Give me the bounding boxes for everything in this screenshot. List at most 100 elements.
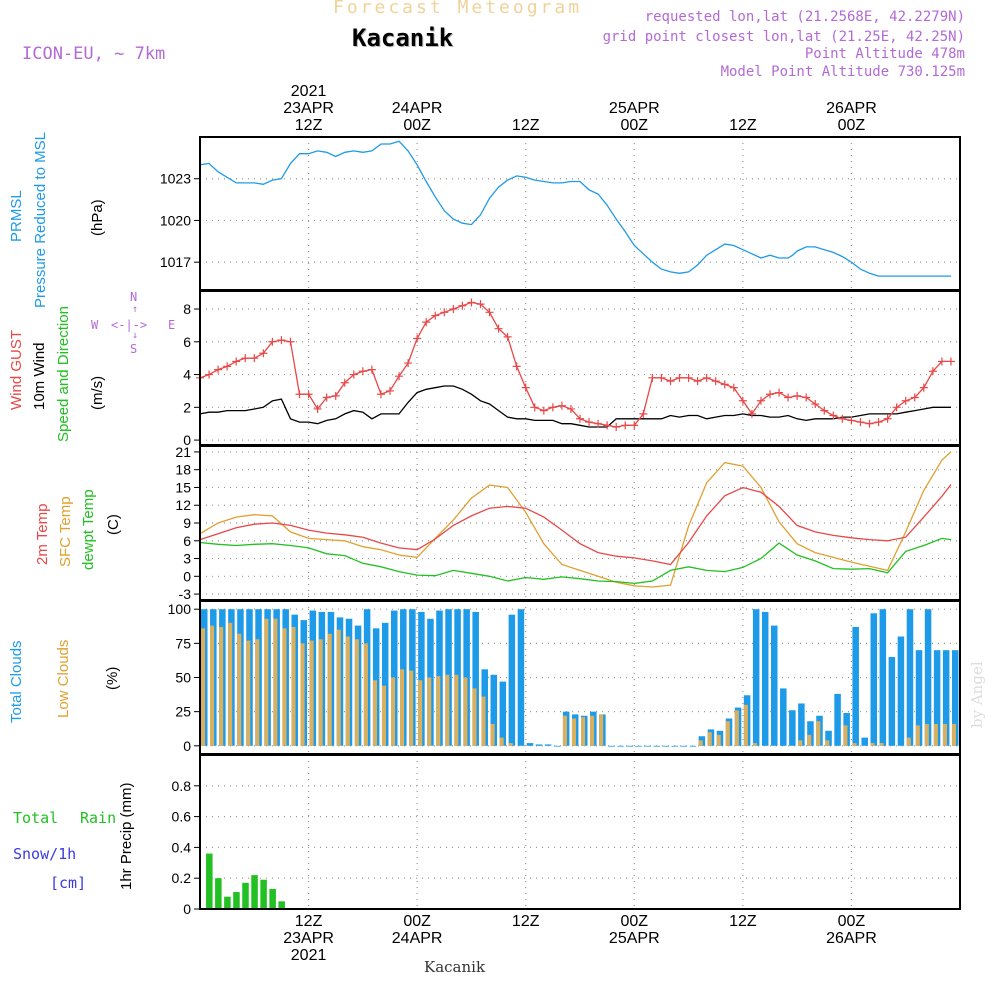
low-cloud-bar — [472, 688, 477, 746]
total-cloud-bar — [517, 609, 525, 746]
y-tick-label: 12 — [175, 497, 191, 513]
low-cloud-bar — [345, 636, 350, 746]
gust-marker — [458, 301, 467, 310]
gust-marker — [286, 337, 295, 346]
gust-marker — [621, 421, 630, 430]
y-tick-label: 25 — [175, 704, 191, 720]
compass-west: W — [91, 318, 99, 332]
total-cloud-bar — [807, 721, 814, 746]
total-cloud-bar — [879, 609, 887, 746]
y-tick-label: 0.6 — [172, 809, 192, 825]
gust-marker — [720, 380, 729, 389]
compass-south: S — [130, 342, 138, 356]
y-tick-label: 3 — [183, 551, 191, 567]
low-cloud-bar — [228, 622, 233, 746]
total-cloud-bar — [671, 745, 678, 747]
low-cloud-bar — [381, 685, 387, 746]
low-cloud-bar — [490, 723, 495, 746]
low-clouds-label: Low Clouds — [55, 639, 72, 718]
gust-marker — [241, 354, 250, 363]
total-cloud-bar — [644, 745, 651, 747]
total-cloud-bar — [653, 745, 660, 747]
total-cloud-bar — [499, 681, 507, 746]
gust-marker — [539, 406, 548, 415]
gust-marker — [503, 332, 512, 341]
low-cloud-bar — [870, 743, 875, 746]
low-cloud-bar — [924, 723, 929, 746]
low-cloud-bar — [499, 737, 504, 746]
gust-marker — [892, 403, 901, 412]
gust-marker — [729, 383, 738, 392]
y-tick-label: 21 — [175, 444, 191, 460]
gust-marker — [630, 421, 639, 430]
low-cloud-bar — [581, 717, 586, 746]
y-tick-label: 1023 — [160, 171, 191, 187]
low-cloud-bar — [372, 680, 377, 746]
legend-snow: Snow/1h — [13, 845, 77, 863]
axis-tick-labels: 10171020102302468-3036912151821025507510… — [160, 83, 877, 964]
low-cloud-bar — [418, 680, 423, 746]
total-cloud-bar — [933, 650, 941, 746]
location-title: Kacanik — [352, 24, 454, 52]
bottom-time-label: 25APR — [609, 930, 660, 947]
total-cloud-bar — [662, 745, 669, 747]
y-tick-label: 6 — [183, 334, 191, 350]
low-cloud-bar — [734, 710, 739, 746]
bottom-time-label: 2021 — [291, 947, 327, 964]
total-cloud-bar — [852, 626, 859, 746]
bottom-time-label: 00Z — [403, 913, 431, 930]
top-time-label: 12Z — [295, 117, 323, 134]
low-cloud-bar — [282, 628, 287, 746]
rain-bar — [251, 875, 258, 909]
bottom-time-label: 24APR — [392, 930, 443, 947]
gust-marker — [919, 383, 928, 392]
gust-marker — [376, 390, 385, 399]
gust-marker — [883, 414, 892, 423]
total-cloud-bar — [626, 745, 633, 747]
bottom-time-label: 12Z — [729, 913, 757, 930]
low-cloud-bar — [915, 725, 920, 746]
gust-marker — [702, 373, 711, 382]
bottom-time-label: 23APR — [283, 930, 334, 947]
gust-marker — [928, 367, 937, 376]
gust-marker — [603, 421, 612, 430]
low-cloud-bar — [716, 734, 721, 746]
low-cloud-bar — [210, 625, 215, 746]
bottom-time-label: 00Z — [838, 913, 866, 930]
wind-gust-label: Wind GUST — [8, 329, 25, 410]
low-cloud-bar — [463, 677, 468, 746]
low-cloud-bar — [300, 643, 305, 746]
total-cloud-bar — [915, 650, 923, 746]
total-cloud-bar — [951, 650, 959, 746]
gust-marker — [449, 305, 458, 314]
low-cloud-bar — [336, 629, 341, 746]
compass-north: N — [130, 290, 138, 304]
total-cloud-bar — [472, 611, 479, 746]
total-cloud-bar — [617, 745, 624, 747]
y-tick-label: 15 — [175, 479, 191, 495]
gust-marker — [901, 396, 910, 405]
temp-sfc-label: SFC Temp — [57, 496, 74, 567]
low-cloud-bar — [590, 715, 595, 746]
temp-dewpt-label: dewpt Temp — [80, 489, 97, 570]
low-cloud-bar — [852, 743, 857, 746]
y-tick-label: 50 — [175, 670, 191, 686]
y-tick-label: -3 — [179, 586, 192, 602]
total-cloud-bar — [689, 745, 697, 747]
compass-arrows-icon: <-|-> — [111, 318, 148, 332]
gust-marker — [557, 401, 566, 410]
gust-marker — [404, 359, 413, 368]
precip-unit: 1hr Precip (mm) — [118, 782, 135, 890]
gust-marker — [205, 370, 214, 379]
gust-marker — [910, 393, 919, 402]
gust-marker — [657, 373, 666, 382]
total-cloud-bar — [924, 609, 932, 746]
low-cloud-bar — [698, 740, 703, 746]
low-cloud-bar — [400, 669, 405, 746]
low-cloud-bar — [246, 640, 251, 746]
point-altitude: Point Altitude 478m — [804, 46, 965, 62]
gust-marker — [747, 409, 756, 418]
gust-marker — [802, 393, 811, 402]
low-cloud-bar — [219, 626, 224, 746]
dewpt-temp-line — [199, 537, 952, 585]
